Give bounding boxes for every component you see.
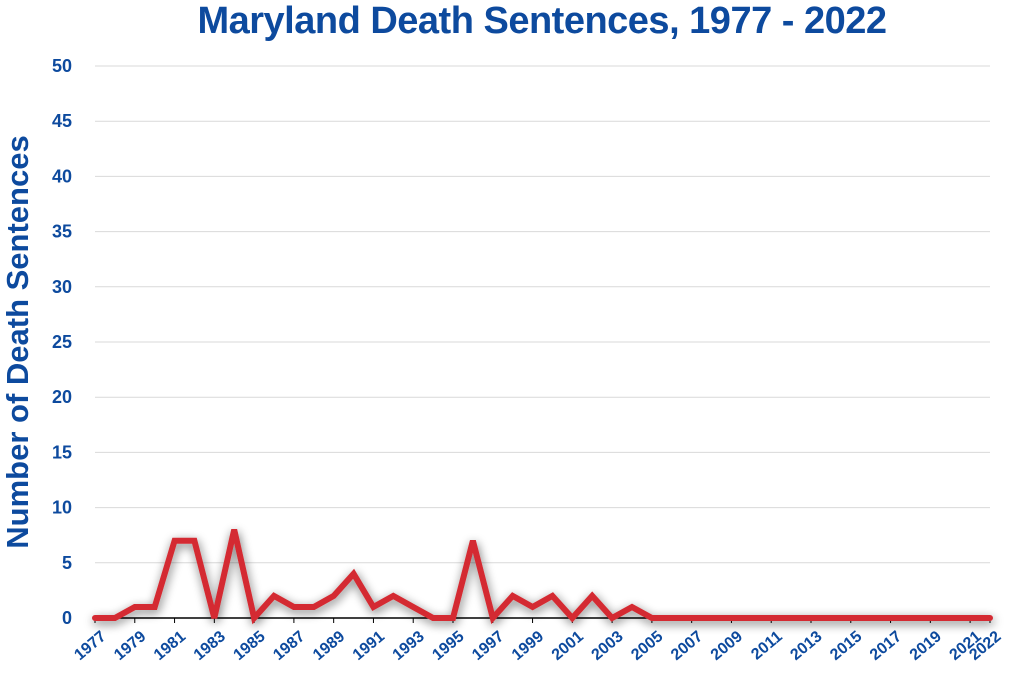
series-line — [92, 529, 993, 625]
data-point — [291, 604, 296, 609]
data-point — [769, 616, 774, 621]
x-tick-label: 2011 — [748, 628, 786, 663]
y-tick-label: 20 — [52, 387, 72, 407]
data-point — [709, 616, 714, 621]
data-point — [749, 616, 754, 621]
data-point — [789, 616, 794, 621]
y-tick-label: 30 — [52, 277, 72, 297]
y-tick-label: 5 — [62, 553, 72, 573]
x-tick-label: 1989 — [310, 628, 348, 664]
data-point — [928, 616, 933, 621]
data-point — [848, 616, 853, 621]
data-point — [590, 593, 595, 598]
y-tick-labels: 0 5 10 15 20 25 30 35 40 45 50 — [52, 56, 72, 628]
series-layer — [92, 529, 993, 625]
data-point — [212, 616, 217, 621]
y-tick-label: 50 — [52, 56, 72, 76]
x-tick-label: 2007 — [668, 628, 706, 664]
data-point — [152, 604, 157, 609]
data-point — [550, 593, 555, 598]
x-tick-label: 2019 — [907, 628, 945, 664]
y-tick-label: 10 — [52, 498, 72, 518]
y-tick-label: 25 — [52, 332, 72, 352]
y-tick-label: 45 — [52, 111, 72, 131]
data-point — [311, 604, 316, 609]
y-tick-label: 0 — [62, 608, 72, 628]
data-point — [968, 616, 973, 621]
data-point — [868, 616, 873, 621]
data-point — [510, 593, 515, 598]
x-tick-label: 2001 — [549, 628, 587, 664]
data-point — [649, 616, 654, 621]
data-point — [610, 616, 615, 621]
data-point — [232, 527, 237, 532]
x-tick-label: 1993 — [390, 628, 428, 664]
data-point — [351, 571, 356, 576]
data-point — [331, 593, 336, 598]
data-point — [112, 616, 117, 621]
x-tick-label: 2015 — [827, 628, 865, 664]
data-point — [272, 593, 277, 598]
chart-title: Maryland Death Sentences, 1977 - 2022 — [197, 0, 887, 42]
data-point — [828, 616, 833, 621]
data-point — [490, 616, 495, 621]
data-point — [689, 616, 694, 621]
data-point — [669, 616, 674, 621]
data-point — [192, 538, 197, 543]
x-tick-label: 1983 — [191, 628, 229, 664]
x-tick-label: 2009 — [708, 628, 746, 664]
x-tick-label: 2005 — [628, 628, 666, 664]
y-axis-label: Number of Death Sentences — [0, 135, 35, 548]
data-point — [411, 604, 416, 609]
data-point — [729, 616, 734, 621]
data-point — [451, 616, 456, 621]
y-tick-label: 40 — [52, 166, 72, 186]
data-point — [888, 616, 893, 621]
x-tick-label: 1977 — [71, 628, 109, 664]
data-point — [988, 616, 993, 621]
data-point — [908, 616, 913, 621]
x-tick-label: 2017 — [867, 628, 905, 664]
data-point — [570, 616, 575, 621]
x-tick-label: 2003 — [588, 628, 626, 664]
data-point — [948, 616, 953, 621]
y-tick-label: 15 — [52, 442, 72, 462]
data-point — [630, 604, 635, 609]
data-point — [371, 604, 376, 609]
data-points — [93, 527, 993, 620]
y-tick-label: 35 — [52, 222, 72, 242]
x-tick-labels: 1977 1979 1981 1983 1985 1987 1989 1991 1993 1995… — [71, 618, 1005, 664]
data-point — [391, 593, 396, 598]
x-tick-label: 1991 — [350, 628, 388, 664]
data-point — [470, 538, 475, 543]
data-point — [93, 616, 98, 621]
x-tick-label: 1987 — [270, 628, 308, 664]
data-point — [252, 616, 257, 621]
x-tick-label: 1979 — [111, 628, 149, 664]
x-tick-label: 1999 — [509, 628, 547, 664]
gridlines — [95, 65, 990, 564]
data-point — [132, 604, 137, 609]
x-tick-label: 1981 — [151, 628, 189, 664]
data-point — [172, 538, 177, 543]
x-tick-label: 1985 — [230, 628, 268, 664]
data-point — [431, 616, 436, 621]
x-tick-label: 2013 — [787, 628, 825, 664]
data-point — [530, 604, 535, 609]
data-point — [809, 616, 814, 621]
x-tick-label: 1997 — [469, 628, 507, 664]
x-tick-label: 1995 — [429, 628, 467, 664]
